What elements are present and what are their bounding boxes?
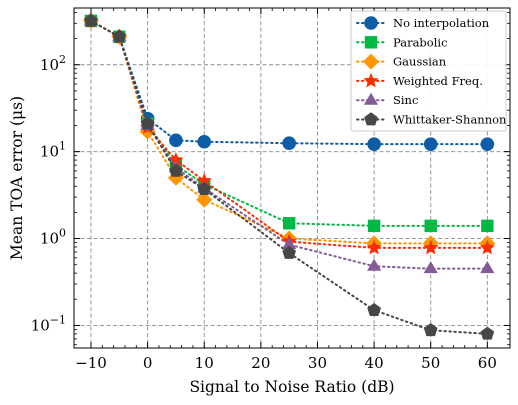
data-point (423, 261, 438, 274)
data-point (282, 136, 296, 151)
x-tick-label: 40 (365, 354, 384, 372)
data-point (282, 237, 297, 250)
x-tick-label: 10 (195, 354, 214, 372)
x-tick-label: 0 (143, 354, 153, 372)
legend-entry: Whittaker-Shannon (356, 112, 507, 127)
data-point (197, 134, 212, 149)
legend-marker (364, 112, 378, 126)
legend-entry: Sinc (356, 92, 418, 107)
legend-label: Gaussian (393, 55, 447, 69)
data-point (282, 217, 296, 230)
data-point (480, 137, 495, 151)
data-point (423, 239, 439, 255)
data-point (282, 245, 297, 259)
data-point (367, 302, 381, 316)
series-line (89, 19, 489, 227)
legend-entry: Gaussian (356, 53, 447, 70)
data-point (169, 163, 183, 177)
legend-marker (363, 92, 379, 105)
data-point (367, 219, 381, 233)
series-layer (82, 12, 496, 340)
x-tick-label: 20 (251, 354, 270, 372)
data-point (84, 13, 98, 27)
data-point (367, 137, 381, 151)
data-point (169, 133, 183, 148)
legend-marker (363, 53, 379, 70)
legend-marker (363, 72, 379, 88)
data-point (423, 137, 438, 151)
y-tick-label: 10−1 (31, 313, 66, 334)
x-tick-label: 60 (478, 354, 497, 372)
data-point (196, 172, 212, 188)
legend-label: Weighted Freq. (393, 74, 483, 88)
axis-ticks: −10 0 10 20 30 40 50 60 10−1 100 101 102 (31, 8, 510, 372)
data-point (366, 258, 382, 271)
legend-entry: Weighted Freq. (356, 72, 483, 88)
legend-label: Parabolic (393, 35, 448, 49)
y-tick-label: 102 (40, 53, 66, 74)
legend-label: No interpolation (393, 16, 490, 30)
data-point (140, 116, 155, 130)
legend: No interpolation Parabolic Gaussian Weighte… (350, 10, 507, 132)
data-point (423, 323, 438, 337)
data-point (196, 191, 213, 208)
data-point (480, 326, 495, 340)
x-axis-label: Signal to Noise Ratio (dB) (189, 378, 394, 396)
legend-marker (364, 16, 378, 30)
data-point (366, 239, 382, 255)
x-tick-label: 30 (308, 354, 327, 372)
y-axis-label: Mean TOA error (μs) (8, 96, 26, 260)
data-point (424, 219, 437, 233)
series-whittaker-shannon (84, 13, 495, 340)
data-point (481, 219, 494, 233)
data-point (112, 29, 127, 43)
legend-box (350, 10, 507, 132)
legend-marker (364, 36, 378, 49)
series-line (89, 19, 489, 335)
data-point (480, 261, 495, 274)
data-point (479, 239, 495, 255)
x-tick-label: 50 (421, 354, 440, 372)
y-tick-label: 100 (40, 227, 66, 248)
legend-entry: No interpolation (356, 16, 490, 30)
x-tick-label: −10 (75, 354, 107, 372)
legend-label: Sinc (393, 93, 418, 107)
legend-entry: Parabolic (356, 35, 448, 49)
data-point (197, 181, 212, 195)
y-tick-label: 101 (40, 140, 66, 161)
legend-label: Whittaker-Shannon (393, 113, 507, 127)
